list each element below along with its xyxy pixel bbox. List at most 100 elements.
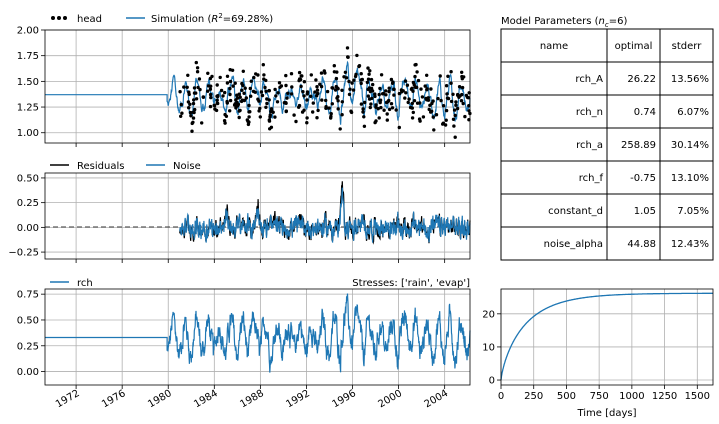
head-point bbox=[289, 72, 294, 76]
step-response-series bbox=[500, 292, 713, 381]
head-panel-legend: head Simulation (R2=69.28%) bbox=[51, 12, 273, 25]
stresses-panel: 0.00 0.25 0.50 0.75 1972 1976 1980 1984 1988 199… bbox=[17, 278, 471, 410]
parameters-table-grid: name optimal stderr rch_A 26.22 13.56% rch_n 0.… bbox=[500, 28, 714, 261]
head-point bbox=[363, 100, 367, 105]
head-point bbox=[370, 89, 375, 93]
head-point bbox=[427, 107, 431, 112]
head-point bbox=[189, 114, 193, 118]
y-tick-label: 2.00 bbox=[17, 26, 39, 37]
head-point bbox=[454, 103, 458, 107]
head-point bbox=[367, 72, 371, 76]
table-cell: rch_n bbox=[576, 107, 603, 118]
table-cell: constant_d bbox=[548, 206, 603, 217]
head-point bbox=[324, 106, 328, 111]
head-point bbox=[385, 112, 389, 116]
head-point bbox=[366, 66, 370, 70]
table-cell: 0.74 bbox=[634, 107, 656, 118]
head-point bbox=[371, 82, 375, 87]
table-cell: 6.07% bbox=[677, 107, 709, 118]
head-point bbox=[325, 89, 330, 94]
head-point bbox=[369, 102, 373, 106]
head-point bbox=[206, 84, 211, 88]
head-point bbox=[460, 74, 464, 79]
head-point bbox=[374, 119, 378, 123]
head-point bbox=[253, 90, 257, 94]
head-point bbox=[343, 70, 348, 75]
head-point bbox=[359, 72, 363, 76]
table-cell: 44.88 bbox=[627, 239, 656, 250]
head-point bbox=[297, 103, 302, 108]
head-point bbox=[201, 95, 205, 99]
x-tick-label: 0 bbox=[498, 391, 504, 402]
head-point bbox=[179, 114, 183, 119]
head-point bbox=[350, 81, 354, 85]
head-point bbox=[290, 85, 294, 89]
head-point bbox=[214, 108, 219, 113]
head-point bbox=[228, 68, 232, 72]
head-point bbox=[316, 91, 320, 96]
legend-label-head: head bbox=[77, 14, 102, 25]
head-point bbox=[208, 104, 213, 109]
head-point bbox=[197, 77, 202, 81]
head-point bbox=[342, 75, 346, 79]
head-point bbox=[367, 97, 372, 101]
head-point bbox=[311, 110, 315, 114]
head-point bbox=[452, 108, 457, 112]
head-point bbox=[237, 115, 241, 120]
y-tick-label: 0.25 bbox=[17, 198, 39, 209]
head-point bbox=[434, 113, 439, 117]
head-point bbox=[215, 101, 219, 106]
residuals-panel-series bbox=[179, 181, 471, 245]
residuals-panel: −0.25 0.00 0.25 0.50 Residuals Noise bbox=[8, 161, 471, 263]
head-point bbox=[269, 107, 274, 111]
head-point bbox=[444, 118, 448, 122]
head-point bbox=[297, 78, 301, 83]
head-point bbox=[340, 100, 344, 104]
head-point bbox=[334, 76, 339, 81]
head-point bbox=[423, 84, 427, 88]
head-point bbox=[319, 84, 324, 89]
head-point bbox=[332, 63, 336, 68]
head-point bbox=[369, 77, 374, 82]
head-point bbox=[366, 87, 370, 92]
stresses-title: Stresses: ['rain', 'evap'] bbox=[352, 278, 470, 289]
legend-label-rch: rch bbox=[77, 278, 93, 289]
x-tick-label: 1250 bbox=[652, 391, 677, 402]
head-point bbox=[191, 116, 196, 120]
step-response-frame bbox=[500, 288, 714, 386]
head-point bbox=[392, 93, 396, 97]
head-point bbox=[457, 95, 461, 99]
head-point bbox=[345, 46, 350, 50]
head-point bbox=[238, 95, 242, 99]
head-point bbox=[249, 79, 253, 83]
head-point bbox=[187, 92, 191, 97]
head-point bbox=[277, 81, 282, 85]
y-tick-label: 0.00 bbox=[17, 367, 39, 378]
head-point bbox=[179, 102, 183, 107]
head-point bbox=[444, 108, 449, 113]
head-point bbox=[284, 109, 288, 114]
head-point bbox=[244, 96, 248, 100]
step-response-y-ticks: 0 10 20 bbox=[482, 309, 501, 387]
x-tick-label: 1976 bbox=[100, 388, 128, 410]
head-point bbox=[319, 71, 324, 75]
head-point bbox=[252, 75, 256, 80]
head-point bbox=[384, 93, 388, 97]
head-point bbox=[233, 81, 237, 85]
head-point bbox=[414, 62, 418, 67]
head-point bbox=[454, 100, 458, 104]
stresses-panel-legend: rch bbox=[50, 278, 93, 289]
head-point bbox=[463, 114, 467, 119]
head-point bbox=[182, 85, 186, 89]
head-point bbox=[390, 106, 395, 110]
x-tick-label: 250 bbox=[524, 391, 543, 402]
head-point bbox=[378, 98, 383, 102]
head-point bbox=[242, 91, 246, 96]
head-point bbox=[352, 78, 356, 82]
head-point bbox=[413, 85, 417, 89]
head-point bbox=[185, 85, 189, 90]
table-cell: 13.10% bbox=[671, 173, 709, 184]
y-tick-label: 1.75 bbox=[17, 51, 39, 62]
y-tick-label: 0.00 bbox=[17, 223, 39, 234]
